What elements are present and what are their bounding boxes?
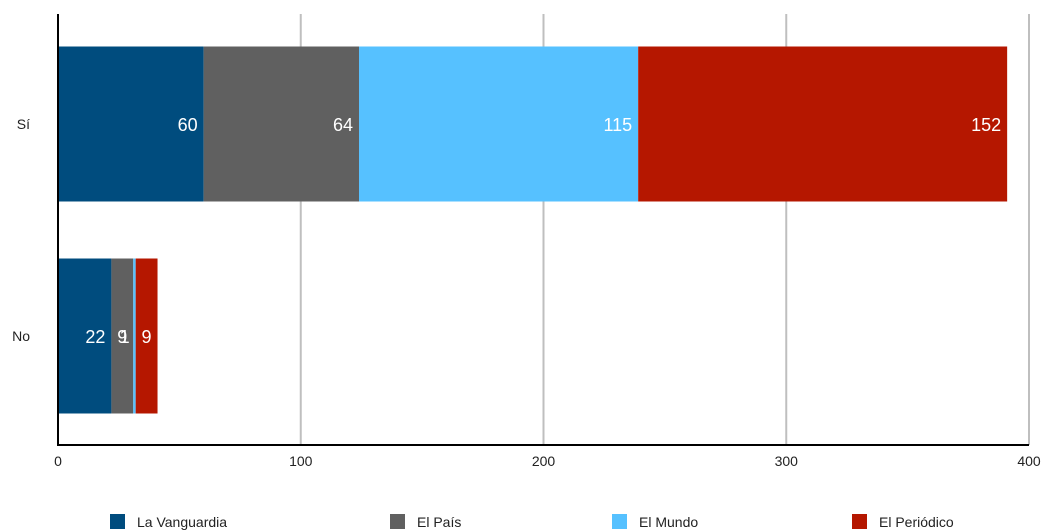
bar-si-el-mundo bbox=[359, 46, 639, 202]
bar-no-el-pais bbox=[111, 258, 134, 414]
data-label-si-el-periodico: 152 bbox=[971, 115, 1001, 135]
bar-si-la-vanguardia bbox=[58, 46, 204, 202]
data-label-no-el-periodico: 9 bbox=[142, 327, 152, 347]
legend: La Vanguardia El País El Mundo El Periódico bbox=[110, 514, 954, 530]
legend-label-el-pais: El País bbox=[417, 514, 461, 530]
axes bbox=[57, 14, 1029, 446]
legend-swatch-el-pais bbox=[390, 514, 405, 529]
legend-swatch-el-mundo bbox=[612, 514, 627, 529]
data-label-no-el-pais: 9 bbox=[117, 327, 127, 347]
legend-swatch-la-vanguardia bbox=[110, 514, 125, 529]
data-label-no-el-mundo: 1 bbox=[120, 327, 130, 347]
x-tick-label-400: 400 bbox=[1017, 453, 1041, 469]
bar-si-el-pais bbox=[203, 46, 360, 202]
bar-si-el-periodico bbox=[638, 46, 1008, 202]
bars: 60 64 115 152 22 91 9 bbox=[58, 46, 1008, 414]
legend-label-el-mundo: El Mundo bbox=[639, 514, 698, 530]
legend-swatch-el-periodico bbox=[852, 514, 867, 529]
x-tick-label-200: 200 bbox=[532, 453, 556, 469]
bar-no-el-periodico bbox=[135, 258, 158, 414]
data-label-si-el-mundo: 115 bbox=[603, 115, 632, 135]
x-tick-label-300: 300 bbox=[775, 453, 799, 469]
category-labels: Sí No bbox=[12, 116, 30, 344]
x-tick-labels: 0 100 200 300 400 bbox=[54, 453, 1041, 469]
category-label-no: No bbox=[12, 328, 30, 344]
legend-label-la-vanguardia: La Vanguardia bbox=[137, 514, 227, 530]
data-label-no-la-vanguardia: 22 bbox=[85, 327, 105, 347]
x-tick-label-0: 0 bbox=[54, 453, 62, 469]
x-tick-label-100: 100 bbox=[289, 453, 313, 469]
bar-no-la-vanguardia bbox=[58, 258, 112, 414]
bar-no-el-mundo bbox=[133, 258, 136, 414]
data-label-si-la-vanguardia: 60 bbox=[178, 115, 198, 135]
legend-label-el-periodico: El Periódico bbox=[879, 514, 954, 530]
data-label-si-el-pais: 64 bbox=[333, 115, 353, 135]
category-label-si: Sí bbox=[17, 116, 30, 132]
